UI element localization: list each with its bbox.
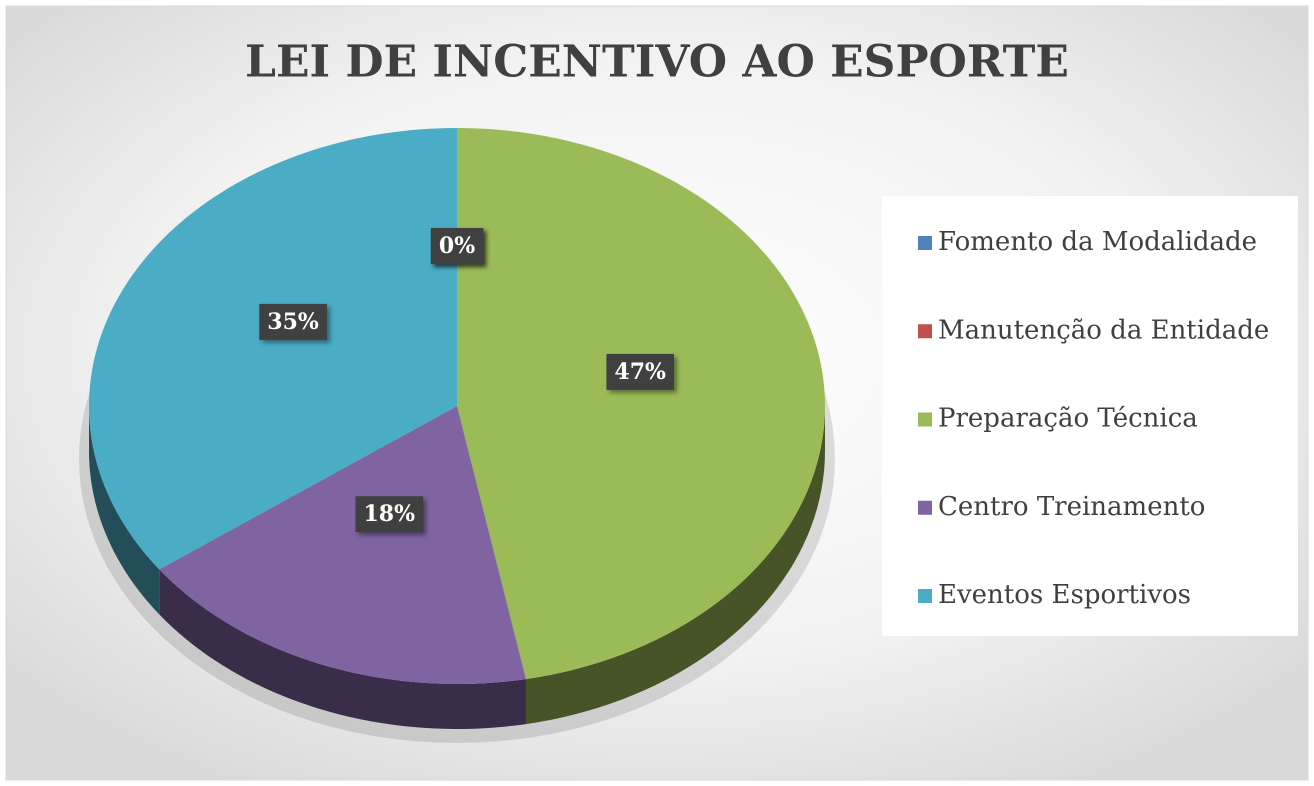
data-label: 35% <box>267 309 319 335</box>
legend-swatch <box>918 236 932 250</box>
legend-label: Eventos Esportivos <box>938 580 1191 610</box>
slice-side <box>89 406 160 615</box>
data-label: 47% <box>614 359 666 385</box>
data-label: 18% <box>363 501 415 527</box>
slice-side <box>525 406 825 725</box>
slice <box>89 128 457 570</box>
legend-swatch <box>918 589 932 603</box>
legend-label: Fomento da Modalidade <box>938 227 1257 257</box>
data-label-box <box>355 496 424 533</box>
chart-title: LEI DE INCENTIVO AO ESPORTE <box>245 37 1069 88</box>
slice <box>159 406 526 684</box>
slice <box>457 128 825 680</box>
legend-label: Centro Treinamento <box>938 492 1205 522</box>
data-label-box <box>259 303 327 340</box>
legend-swatch <box>918 412 932 427</box>
data-label-box <box>606 353 675 390</box>
slice-side <box>159 569 526 729</box>
data-label-box <box>430 228 484 264</box>
legend-label: Preparação Técnica <box>938 404 1198 434</box>
legend-swatch <box>918 500 932 515</box>
data-label: 0% <box>439 233 475 259</box>
legend-label: Manutenção da Entidade <box>938 315 1269 345</box>
legend-box <box>882 196 1298 636</box>
legend-swatch <box>918 324 932 339</box>
